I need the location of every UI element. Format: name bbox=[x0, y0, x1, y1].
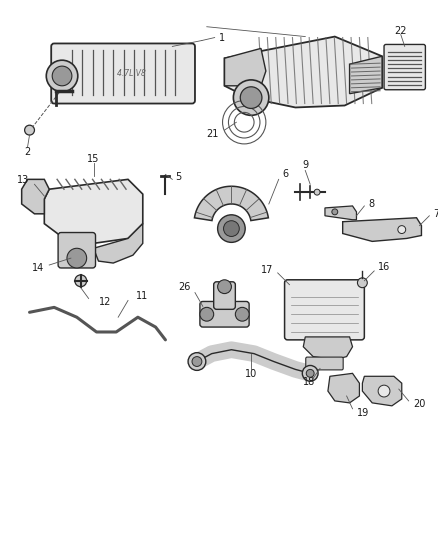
Polygon shape bbox=[94, 224, 143, 263]
Text: 8: 8 bbox=[368, 199, 374, 209]
Circle shape bbox=[223, 221, 239, 237]
Polygon shape bbox=[362, 376, 402, 406]
Circle shape bbox=[218, 280, 231, 294]
Text: 20: 20 bbox=[413, 399, 426, 409]
Text: 10: 10 bbox=[245, 369, 257, 379]
Text: 12: 12 bbox=[99, 297, 111, 308]
FancyBboxPatch shape bbox=[58, 232, 95, 268]
Circle shape bbox=[200, 308, 214, 321]
FancyBboxPatch shape bbox=[214, 282, 235, 309]
Circle shape bbox=[233, 80, 269, 115]
Circle shape bbox=[46, 60, 78, 92]
Circle shape bbox=[192, 357, 202, 367]
Circle shape bbox=[306, 369, 314, 377]
Circle shape bbox=[314, 189, 320, 195]
Polygon shape bbox=[343, 218, 421, 241]
Circle shape bbox=[378, 385, 390, 397]
Circle shape bbox=[25, 125, 35, 135]
Text: 5: 5 bbox=[175, 172, 181, 182]
Text: 19: 19 bbox=[357, 408, 369, 418]
Text: 1: 1 bbox=[219, 33, 225, 43]
Polygon shape bbox=[225, 37, 382, 108]
Text: 21: 21 bbox=[206, 129, 219, 139]
FancyBboxPatch shape bbox=[384, 44, 425, 90]
FancyBboxPatch shape bbox=[51, 44, 195, 103]
Text: 7: 7 bbox=[433, 209, 438, 219]
Circle shape bbox=[302, 366, 318, 381]
Text: 11: 11 bbox=[136, 290, 148, 301]
FancyBboxPatch shape bbox=[200, 302, 249, 327]
Text: 9: 9 bbox=[302, 159, 308, 169]
Circle shape bbox=[188, 353, 206, 370]
Polygon shape bbox=[350, 56, 382, 94]
Text: 15: 15 bbox=[87, 154, 100, 164]
Text: 13: 13 bbox=[17, 175, 29, 185]
Circle shape bbox=[75, 275, 87, 287]
FancyBboxPatch shape bbox=[285, 280, 364, 340]
Circle shape bbox=[240, 87, 262, 108]
Polygon shape bbox=[194, 186, 268, 221]
Circle shape bbox=[218, 215, 245, 243]
Text: 17: 17 bbox=[261, 265, 274, 275]
Text: 26: 26 bbox=[179, 281, 191, 292]
Circle shape bbox=[398, 225, 406, 233]
Text: 22: 22 bbox=[395, 26, 407, 36]
Polygon shape bbox=[325, 206, 357, 220]
Polygon shape bbox=[44, 179, 143, 244]
Text: 4.7L V8: 4.7L V8 bbox=[117, 69, 145, 77]
Text: 6: 6 bbox=[283, 169, 289, 180]
FancyBboxPatch shape bbox=[306, 357, 343, 370]
Text: 14: 14 bbox=[32, 263, 44, 273]
Polygon shape bbox=[225, 49, 266, 86]
Text: 18: 18 bbox=[303, 377, 315, 387]
Circle shape bbox=[235, 308, 249, 321]
Polygon shape bbox=[21, 179, 49, 214]
Circle shape bbox=[357, 278, 367, 288]
Polygon shape bbox=[328, 373, 360, 403]
Circle shape bbox=[332, 209, 338, 215]
Polygon shape bbox=[303, 337, 353, 360]
Circle shape bbox=[52, 66, 72, 86]
Text: 2: 2 bbox=[25, 147, 31, 157]
Circle shape bbox=[67, 248, 87, 268]
Text: 16: 16 bbox=[378, 262, 390, 272]
